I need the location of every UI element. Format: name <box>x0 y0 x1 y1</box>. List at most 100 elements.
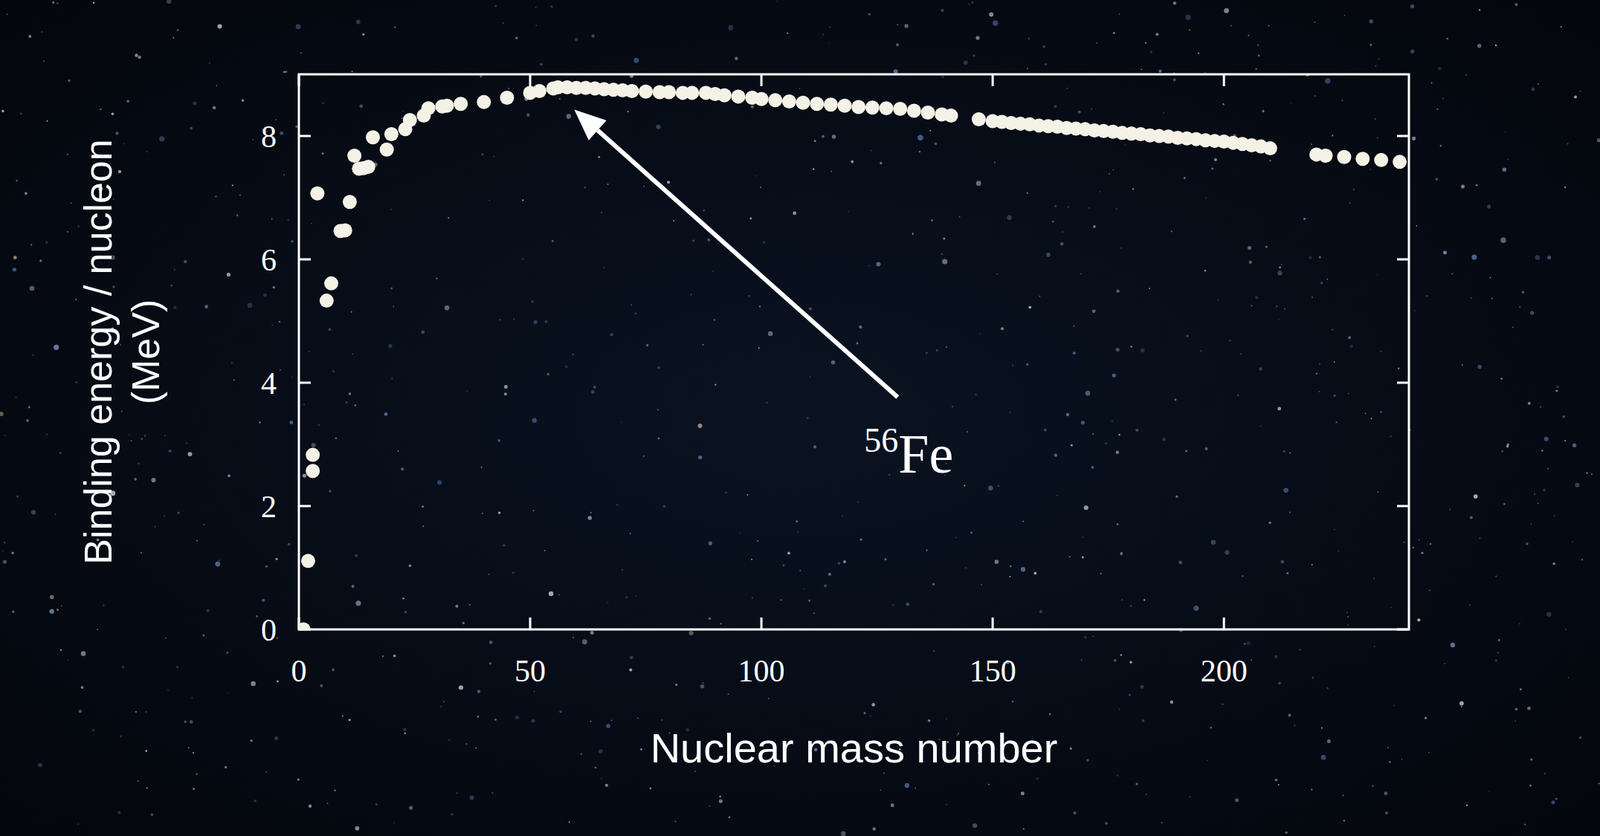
star <box>1145 794 1148 796</box>
star <box>808 307 812 311</box>
star <box>590 631 595 635</box>
data-point <box>907 103 922 118</box>
star <box>37 763 43 769</box>
star <box>1113 31 1115 34</box>
star <box>643 185 645 188</box>
data-point <box>324 276 339 291</box>
star <box>1277 270 1282 276</box>
star <box>1143 599 1145 601</box>
x-tick-label: 200 <box>1200 654 1248 689</box>
star <box>700 684 705 690</box>
star <box>393 655 397 658</box>
star <box>1069 747 1073 751</box>
star <box>1318 363 1321 366</box>
star <box>1385 811 1389 815</box>
star <box>637 717 639 719</box>
star <box>1376 136 1379 139</box>
data-point <box>661 85 676 100</box>
star <box>479 75 482 78</box>
star <box>408 806 413 811</box>
star <box>951 405 954 408</box>
star <box>173 305 177 310</box>
star <box>443 701 445 703</box>
star <box>13 255 18 260</box>
star <box>394 26 397 29</box>
star <box>1241 575 1244 578</box>
star <box>1488 791 1490 793</box>
data-point <box>865 100 880 115</box>
star <box>1026 363 1029 367</box>
star <box>1333 528 1336 531</box>
star <box>663 504 667 508</box>
star <box>532 418 537 424</box>
y-tick-label: 6 <box>260 243 277 278</box>
star <box>572 637 574 639</box>
star <box>391 377 393 380</box>
star <box>792 211 797 215</box>
star <box>942 237 945 240</box>
star <box>1251 305 1253 308</box>
star <box>571 353 574 356</box>
data-point <box>892 101 908 116</box>
star <box>1056 495 1058 497</box>
star <box>188 452 193 457</box>
star <box>40 31 43 33</box>
star <box>144 711 147 714</box>
star <box>914 788 916 790</box>
star <box>167 689 169 692</box>
star <box>1440 144 1443 148</box>
star <box>1310 789 1313 792</box>
star <box>1544 437 1549 442</box>
star <box>241 99 244 102</box>
star <box>1115 289 1119 293</box>
star <box>1555 797 1558 800</box>
star <box>233 379 235 381</box>
star <box>1289 102 1292 105</box>
star <box>144 750 148 753</box>
star <box>1026 192 1029 195</box>
y-tick <box>298 382 311 385</box>
star <box>997 485 1000 487</box>
star <box>498 511 501 514</box>
star <box>227 692 229 695</box>
annotation-arrow <box>597 130 899 398</box>
star <box>1342 820 1345 823</box>
star <box>1478 8 1481 11</box>
star <box>447 217 450 219</box>
star <box>633 57 639 64</box>
star <box>1376 274 1378 276</box>
star <box>494 718 497 722</box>
star <box>202 634 206 638</box>
x-tick <box>760 617 763 630</box>
star <box>1224 550 1229 555</box>
star <box>1417 618 1421 622</box>
star <box>1269 159 1271 162</box>
star <box>1527 402 1531 406</box>
star <box>828 26 831 28</box>
star <box>133 478 137 482</box>
star <box>163 515 166 518</box>
star <box>275 558 279 561</box>
star <box>966 431 969 434</box>
star <box>278 321 282 324</box>
x-tick <box>529 74 532 87</box>
star <box>799 87 801 90</box>
star <box>92 734 95 737</box>
star <box>1443 251 1447 256</box>
star <box>718 795 722 798</box>
star <box>970 531 973 534</box>
star <box>831 134 837 140</box>
star <box>512 571 514 574</box>
star <box>271 218 273 221</box>
star <box>255 615 258 618</box>
star <box>1120 654 1122 656</box>
star <box>171 284 173 287</box>
annotation-superscript: 56 <box>863 421 899 460</box>
star <box>879 162 882 165</box>
star <box>1415 225 1418 227</box>
star <box>15 397 18 399</box>
data-point <box>782 94 797 109</box>
star <box>1205 197 1207 199</box>
star <box>1500 377 1503 380</box>
star <box>291 376 293 379</box>
